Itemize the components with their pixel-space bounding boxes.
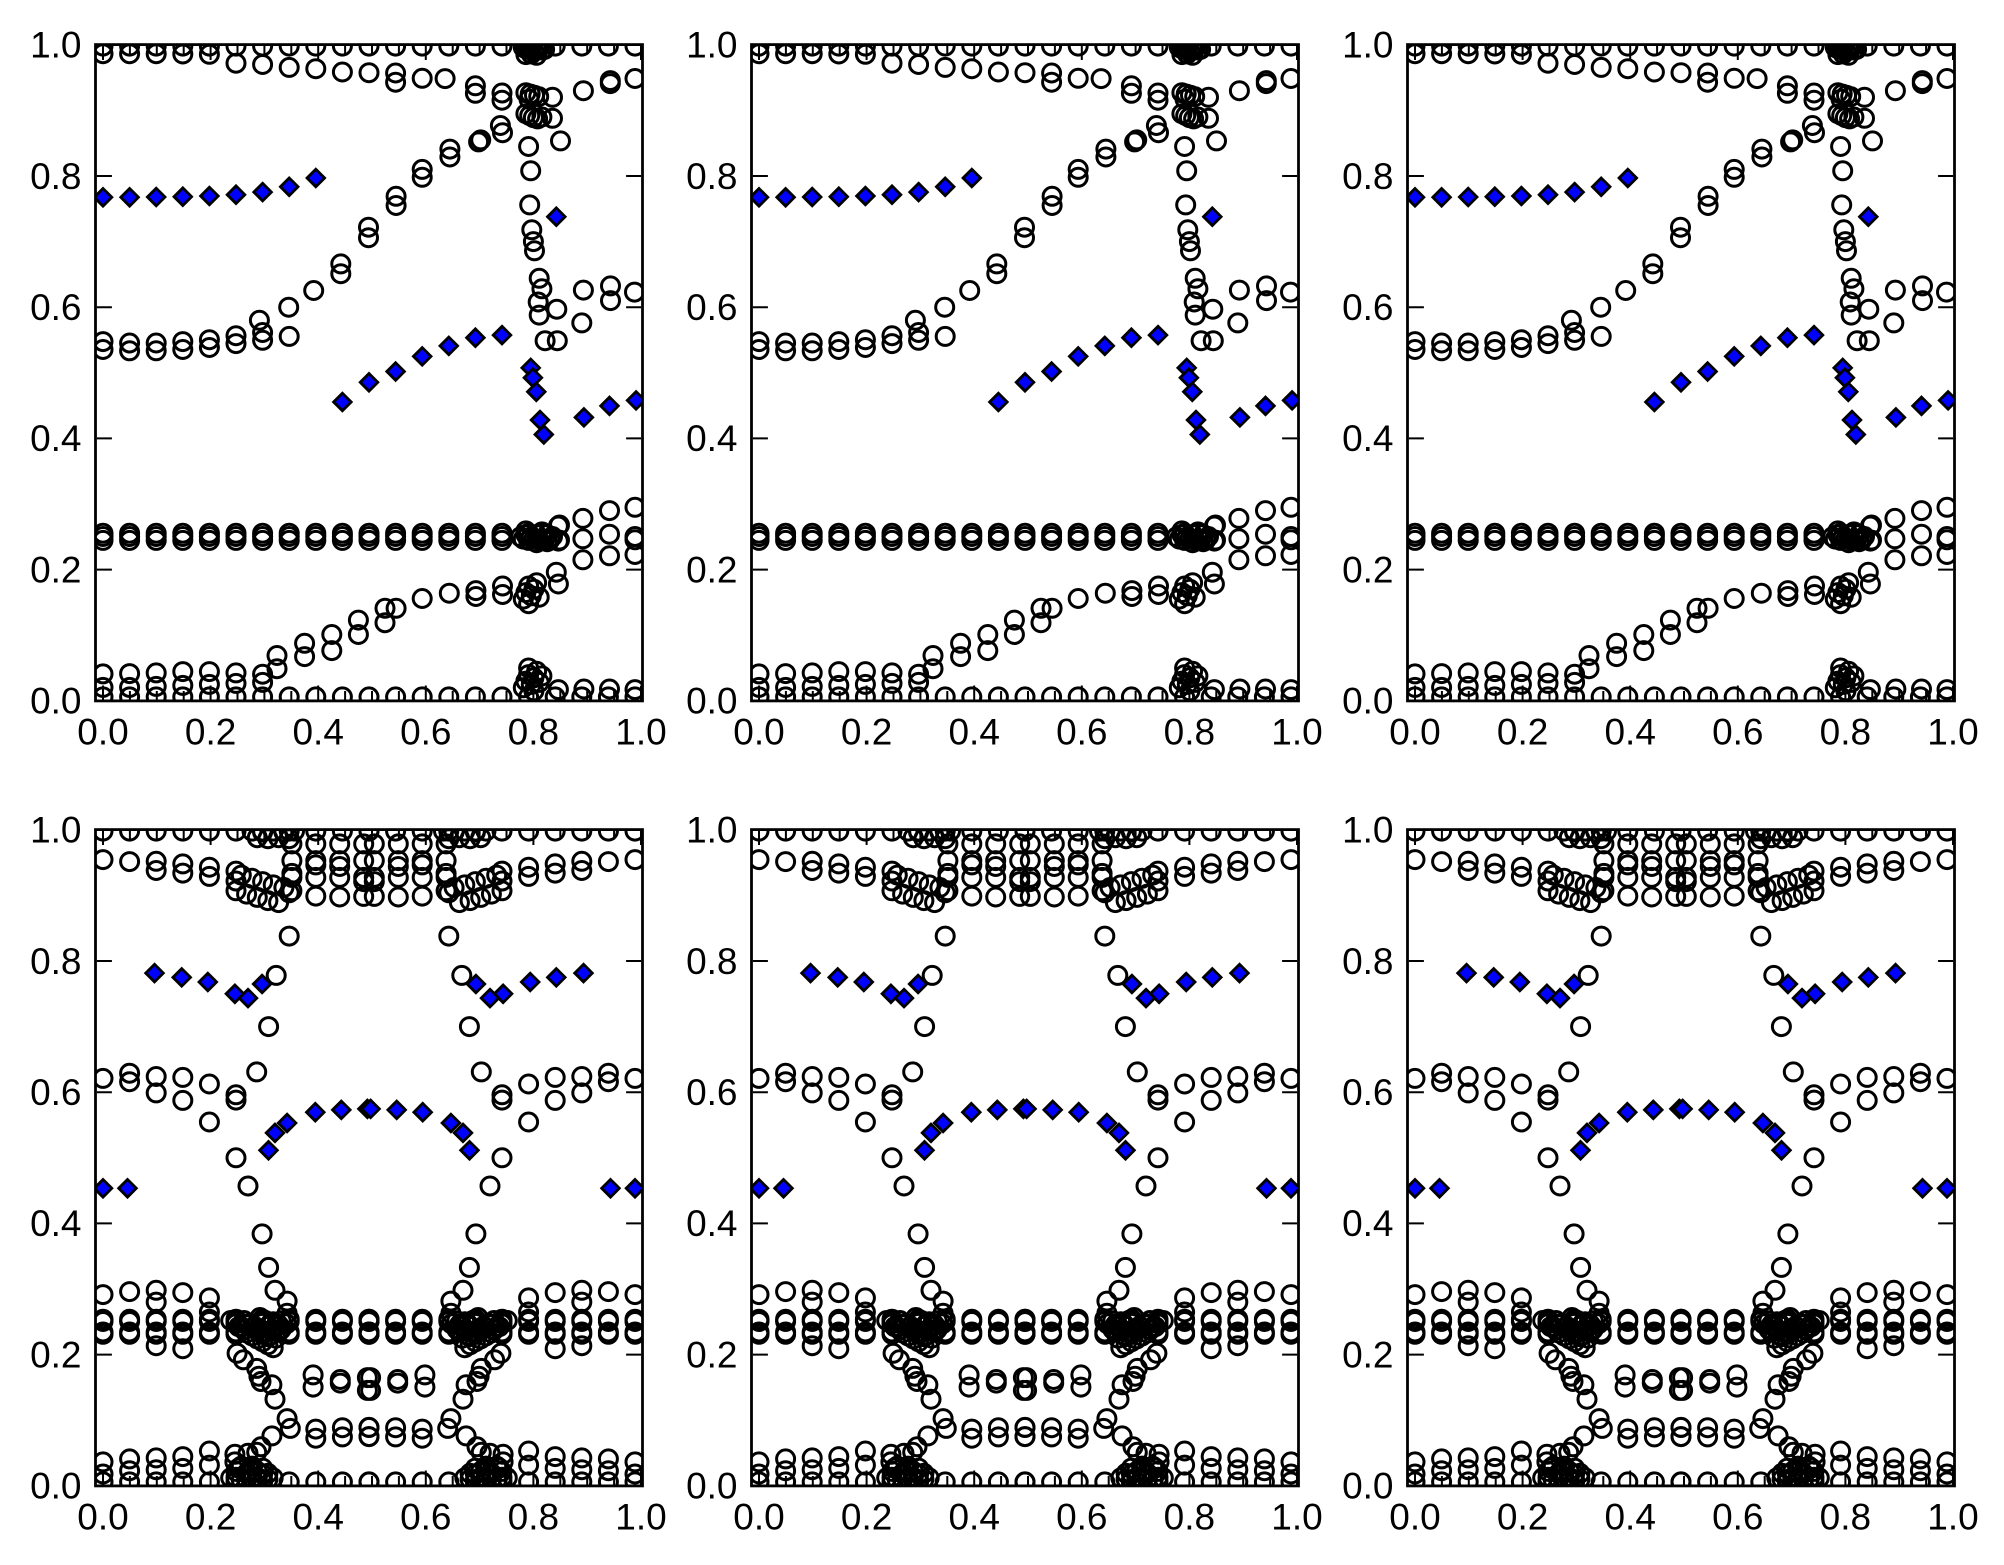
- svg-text:0.8: 0.8: [686, 156, 737, 197]
- svg-text:0.0: 0.0: [30, 1466, 81, 1507]
- svg-text:0.0: 0.0: [1389, 1496, 1440, 1537]
- svg-text:1.0: 1.0: [1927, 711, 1978, 752]
- svg-text:0.4: 0.4: [686, 418, 737, 459]
- svg-text:0.8: 0.8: [1820, 1496, 1871, 1537]
- svg-text:0.2: 0.2: [841, 711, 892, 752]
- svg-text:0.8: 0.8: [508, 711, 559, 752]
- svg-text:0.2: 0.2: [686, 549, 737, 590]
- svg-text:0.0: 0.0: [30, 681, 81, 722]
- svg-text:0.4: 0.4: [1604, 711, 1655, 752]
- svg-text:0.0: 0.0: [733, 1496, 784, 1537]
- svg-text:0.4: 0.4: [686, 1203, 737, 1244]
- svg-text:1.0: 1.0: [686, 810, 737, 851]
- svg-text:0.6: 0.6: [1342, 1072, 1393, 1113]
- svg-text:0.2: 0.2: [185, 711, 236, 752]
- svg-text:1.0: 1.0: [1342, 810, 1393, 851]
- svg-text:0.6: 0.6: [1712, 1496, 1763, 1537]
- svg-text:1.0: 1.0: [1927, 1496, 1978, 1537]
- svg-text:0.2: 0.2: [686, 1334, 737, 1375]
- svg-text:1.0: 1.0: [686, 25, 737, 66]
- svg-text:0.4: 0.4: [30, 1203, 81, 1244]
- svg-text:1.0: 1.0: [615, 1496, 666, 1537]
- svg-text:0.2: 0.2: [841, 1496, 892, 1537]
- svg-text:0.2: 0.2: [1497, 1496, 1548, 1537]
- svg-text:0.4: 0.4: [948, 711, 999, 752]
- svg-text:0.8: 0.8: [30, 156, 81, 197]
- svg-text:1.0: 1.0: [615, 711, 666, 752]
- svg-text:0.4: 0.4: [30, 418, 81, 459]
- svg-text:0.6: 0.6: [1056, 1496, 1107, 1537]
- svg-text:0.0: 0.0: [686, 1466, 737, 1507]
- svg-text:0.2: 0.2: [30, 549, 81, 590]
- svg-text:0.6: 0.6: [400, 1496, 451, 1537]
- svg-text:0.4: 0.4: [1604, 1496, 1655, 1537]
- svg-text:0.2: 0.2: [30, 1334, 81, 1375]
- svg-text:0.6: 0.6: [1056, 711, 1107, 752]
- svg-text:0.2: 0.2: [1497, 711, 1548, 752]
- svg-text:0.6: 0.6: [686, 287, 737, 328]
- svg-text:0.6: 0.6: [400, 711, 451, 752]
- svg-text:1.0: 1.0: [1271, 1496, 1322, 1537]
- svg-text:1.0: 1.0: [1342, 25, 1393, 66]
- svg-text:0.8: 0.8: [30, 941, 81, 982]
- svg-text:0.8: 0.8: [686, 941, 737, 982]
- svg-text:0.0: 0.0: [77, 711, 128, 752]
- svg-text:0.2: 0.2: [1342, 549, 1393, 590]
- svg-text:0.4: 0.4: [1342, 1203, 1393, 1244]
- svg-text:0.8: 0.8: [1164, 1496, 1215, 1537]
- svg-text:0.4: 0.4: [948, 1496, 999, 1537]
- svg-text:0.0: 0.0: [1389, 711, 1440, 752]
- svg-text:1.0: 1.0: [1271, 711, 1322, 752]
- svg-text:0.6: 0.6: [30, 1072, 81, 1113]
- svg-text:0.8: 0.8: [1342, 156, 1393, 197]
- svg-text:0.4: 0.4: [292, 711, 343, 752]
- svg-text:0.8: 0.8: [1342, 941, 1393, 982]
- svg-text:1.0: 1.0: [30, 25, 81, 66]
- svg-text:0.6: 0.6: [1712, 711, 1763, 752]
- svg-text:0.0: 0.0: [1342, 1466, 1393, 1507]
- svg-text:1.0: 1.0: [30, 810, 81, 851]
- svg-text:0.6: 0.6: [686, 1072, 737, 1113]
- svg-text:0.2: 0.2: [1342, 1334, 1393, 1375]
- svg-text:0.8: 0.8: [1164, 711, 1215, 752]
- svg-text:0.0: 0.0: [1342, 681, 1393, 722]
- svg-text:0.6: 0.6: [30, 287, 81, 328]
- svg-text:0.8: 0.8: [1820, 711, 1871, 752]
- svg-text:0.0: 0.0: [733, 711, 784, 752]
- svg-text:0.2: 0.2: [185, 1496, 236, 1537]
- svg-text:0.0: 0.0: [686, 681, 737, 722]
- svg-text:0.6: 0.6: [1342, 287, 1393, 328]
- svg-text:0.4: 0.4: [292, 1496, 343, 1537]
- svg-text:0.0: 0.0: [77, 1496, 128, 1537]
- svg-text:0.4: 0.4: [1342, 418, 1393, 459]
- svg-text:0.8: 0.8: [508, 1496, 559, 1537]
